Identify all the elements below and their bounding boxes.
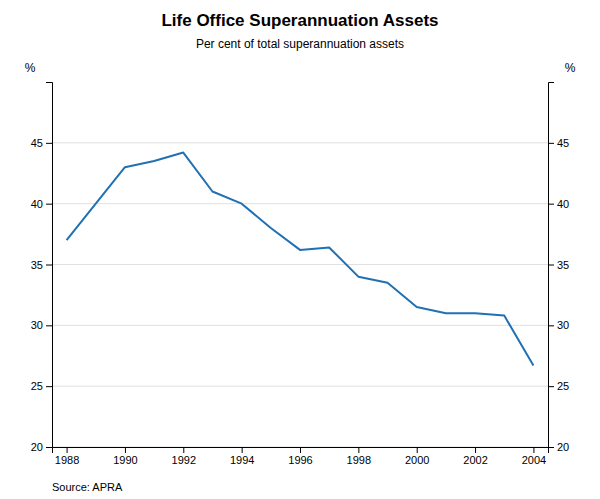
tick-label: 1998 <box>347 454 371 466</box>
title: Life Office Superannuation Assets <box>161 11 438 30</box>
tick: 1996 <box>288 447 312 466</box>
tick-mark <box>46 265 52 266</box>
tick-label: 2004 <box>522 454 546 466</box>
tick-mark <box>300 447 301 453</box>
grid-line <box>52 142 548 143</box>
plot: 1988 1990 1992 1994 1996 1998 2000 2002 2004 20 25… <box>25 61 576 466</box>
tick-label: 30 <box>557 319 569 331</box>
tick-mark <box>46 143 52 144</box>
axis-line <box>53 448 549 454</box>
tick-mark <box>125 447 126 453</box>
grid-line <box>52 325 548 326</box>
tick-label: 1990 <box>113 454 137 466</box>
tick-label: 25 <box>557 380 569 392</box>
tick-label: 40 <box>31 198 43 210</box>
tick-mark <box>46 204 52 205</box>
tick: 35 <box>31 259 52 271</box>
tick: 2002 <box>463 447 487 466</box>
tick-label: 1988 <box>55 454 79 466</box>
y2-axis-label: % <box>565 61 576 75</box>
tick-mark <box>548 386 554 387</box>
y-axis-label: % <box>25 61 36 75</box>
tick-mark <box>475 447 476 453</box>
tick-mark <box>417 447 418 453</box>
tick: 40 <box>31 198 52 210</box>
tick-label: 45 <box>557 137 569 149</box>
tick-mark <box>548 265 554 266</box>
tick-mark <box>67 447 68 453</box>
axis-line <box>46 83 53 448</box>
tick: 25 <box>548 380 569 392</box>
tick-label: 2000 <box>405 454 429 466</box>
tick: 25 <box>31 380 52 392</box>
tick-label: 1994 <box>230 454 254 466</box>
tick-label: 1992 <box>172 454 196 466</box>
line <box>67 153 534 366</box>
tick-mark <box>242 447 243 453</box>
tick-label: 45 <box>31 137 43 149</box>
tick-mark <box>548 204 554 205</box>
tick: 35 <box>548 259 569 271</box>
grid-line <box>52 386 548 387</box>
tick-label: 40 <box>557 198 569 210</box>
tick: 45 <box>548 137 569 149</box>
tick: 2000 <box>405 447 429 466</box>
tick-label: 2002 <box>463 454 487 466</box>
tick: 1992 <box>172 447 196 466</box>
tick-mark <box>548 325 554 326</box>
tick: 2004 <box>522 447 546 466</box>
tick: 30 <box>548 319 569 331</box>
tick-mark <box>548 143 554 144</box>
tick: 20 <box>548 441 569 453</box>
tick-mark <box>46 325 52 326</box>
tick-mark <box>46 386 52 387</box>
axis-line <box>549 83 555 448</box>
tick-label: 35 <box>557 259 569 271</box>
grid-line <box>52 264 548 265</box>
chart: Life Office Superannuation Assets Per cen… <box>0 0 600 499</box>
tick-label: 30 <box>31 319 43 331</box>
tick-mark <box>548 447 554 448</box>
tick-mark <box>358 447 359 453</box>
tick-label: 20 <box>557 441 569 453</box>
tick: 1998 <box>347 447 371 466</box>
source: Source: APRA <box>52 481 123 493</box>
tick-mark <box>533 447 534 453</box>
tick-label: 25 <box>31 380 43 392</box>
tick-mark <box>46 447 52 448</box>
tick-label: 1996 <box>288 454 312 466</box>
tick: 1988 <box>55 447 79 466</box>
grid-line <box>52 203 548 204</box>
tick: 20 <box>31 441 52 453</box>
tick: 1990 <box>113 447 137 466</box>
tick-label: 20 <box>31 441 43 453</box>
tick: 1994 <box>230 447 254 466</box>
subtitle: Per cent of total superannuation assets <box>196 37 404 51</box>
y-axis: 20 25 30 35 40 45 <box>31 83 53 454</box>
tick-label: 35 <box>31 259 43 271</box>
tick: 40 <box>548 198 569 210</box>
tick: 30 <box>31 319 52 331</box>
tick-mark <box>183 447 184 453</box>
tick: 45 <box>31 137 52 149</box>
x-axis: 1988 1990 1992 1994 1996 1998 2000 2002 2004 <box>53 447 549 466</box>
y2-axis: 20 25 30 35 40 45 <box>548 83 569 454</box>
grid <box>52 143 548 447</box>
marks <box>67 153 534 366</box>
